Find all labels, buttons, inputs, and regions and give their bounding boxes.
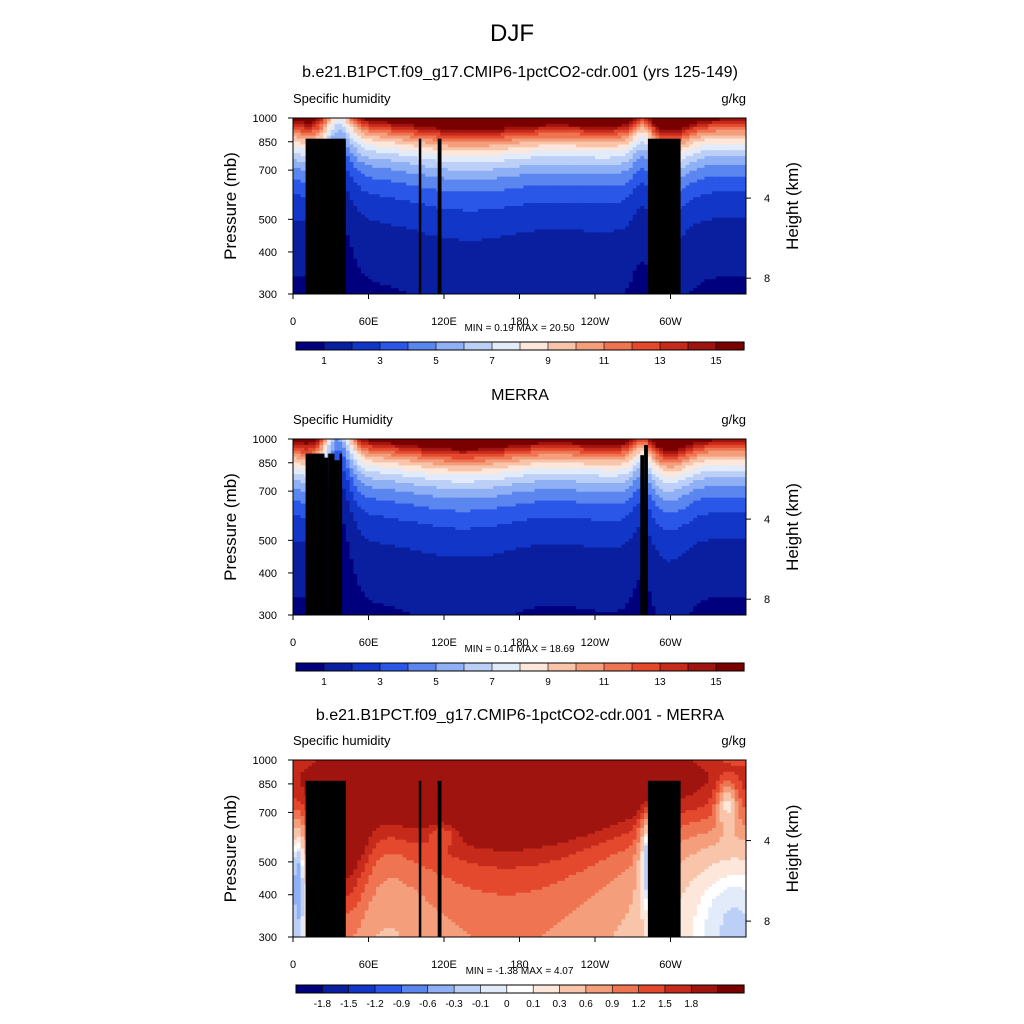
panel-1-plot: 3004005007008501000840 60E 120E 180 120W 60WP… — [221, 113, 802, 367]
figure-canvas: 3004005007008501000840 60E 120E 180 120W 60WP… — [0, 0, 1024, 1024]
